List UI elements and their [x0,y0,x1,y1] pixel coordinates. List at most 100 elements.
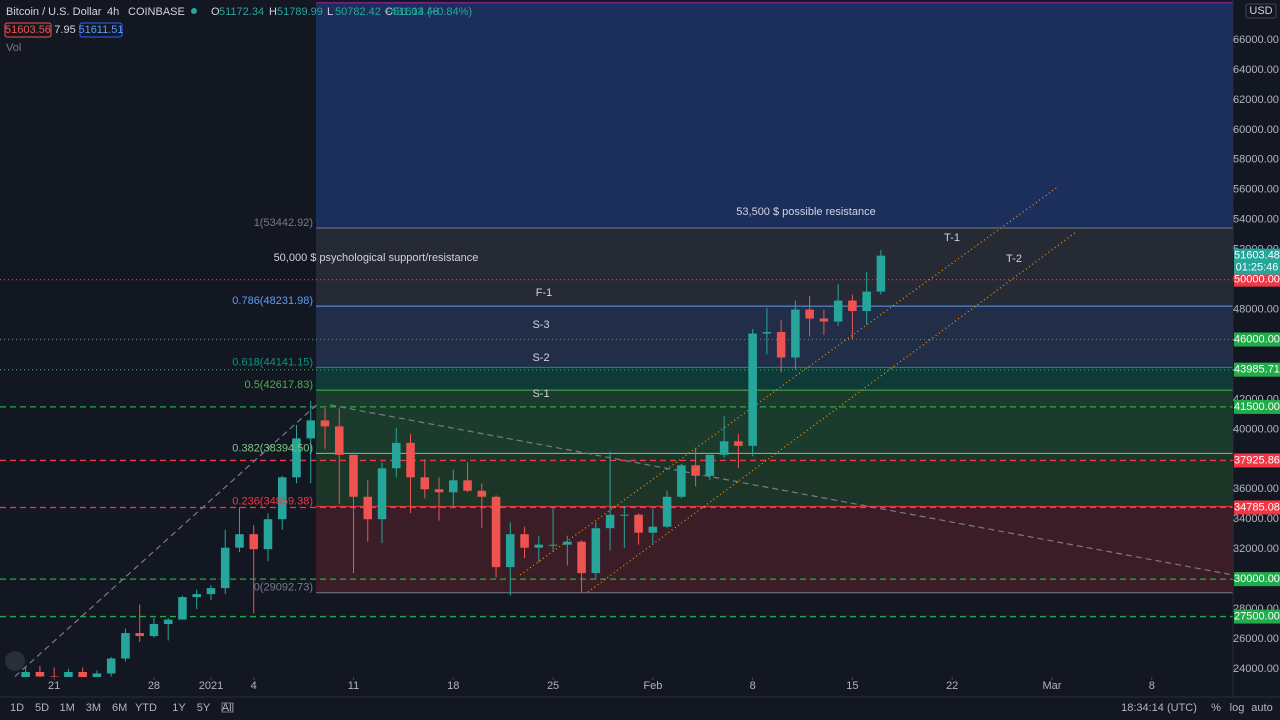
candle-body [391,442,401,469]
candle-body [791,309,800,358]
trend-line [13,404,317,677]
candle-body [277,477,287,520]
price-label: 30000.00 [1234,573,1280,585]
bid-box[interactable] [4,22,52,38]
auto-toggle[interactable]: auto [1251,702,1272,714]
candle-body [35,671,45,677]
candle-body [634,514,643,533]
candle-body [620,514,629,516]
annotation: S-1 [532,388,549,400]
clock: 18:34:14 (UTC) [1121,702,1197,714]
y-tick-label: 24000.00 [1233,663,1279,675]
candle-body [548,544,558,546]
fib-level-label: 0.382(38394.50) [232,442,313,454]
candle-body [449,480,458,493]
status-dot [191,8,197,14]
bid[interactable]: 51603.56 [5,24,51,36]
y-tick-label: 36000.00 [1233,483,1279,495]
candle-body [648,526,658,533]
candle-body [21,671,30,677]
price-label: 43985.71 [1234,364,1280,376]
candle-body [477,490,487,497]
candle-body [363,496,373,520]
range-button[interactable]: 5Y [197,702,211,714]
x-tick-label: 25 [547,680,559,692]
price-label: 46000.00 [1234,333,1280,345]
candle-body [848,300,857,312]
candle-body [78,671,87,677]
ohlc-value: 51603.48 [393,6,439,18]
ohlc-key: H [269,6,277,18]
candle-body [833,300,843,322]
percent-toggle[interactable]: % [1211,702,1221,714]
candle-body [491,496,501,568]
x-tick-label: 8 [1149,680,1155,692]
ask-box[interactable] [79,22,123,38]
candle-body [220,547,230,589]
y-tick-label: 32000.00 [1233,543,1279,555]
fib-level-label: 0(29092.73) [254,582,313,594]
candle-body [206,588,216,595]
log-toggle[interactable]: log [1230,702,1245,714]
ohlc-key: L [327,6,333,18]
date-range-icon[interactable] [221,702,234,713]
annotation: S-3 [532,319,549,331]
range-button[interactable]: 5D [35,702,49,714]
y-tick-label: 40000.00 [1233,423,1279,435]
price-label-box [1234,362,1280,377]
price-label: 50000.00 [1234,274,1280,286]
y-tick-label: 56000.00 [1233,184,1279,196]
candle-body [349,454,358,497]
y-tick-label: 48000.00 [1233,303,1279,315]
candle-body [563,541,572,545]
candle-body [163,619,173,625]
candle-body [534,544,544,548]
range-button[interactable]: 1D [10,702,24,714]
candle-body [463,480,472,491]
y-tick-label: 62000.00 [1233,94,1279,106]
ohlc-value: 50782.42 [335,6,381,18]
range-button[interactable]: 1M [59,702,74,714]
candle-body [263,519,273,550]
candle-body [121,633,130,659]
range-button[interactable]: 3M [86,702,101,714]
range-button[interactable]: 6M [112,702,127,714]
candle-body [762,332,772,334]
fib-zone [316,390,1233,454]
x-tick-label: Feb [643,680,662,692]
last-price: 51603.48 [1234,250,1280,262]
ohlc-value: 51789.99 [277,6,323,18]
logo [5,651,25,671]
x-tick-label: 22 [946,680,958,692]
candle-body [434,489,444,493]
fib-level-label: 0.236(34859.38) [232,495,313,507]
candle-body [49,676,59,677]
x-tick-label: 15 [846,680,858,692]
price-label-box [1234,500,1280,515]
currency[interactable]: USD [1249,5,1272,17]
fib-level-label: 0.786(48231.98) [232,295,313,307]
candle-body [591,528,601,574]
range-button[interactable]: YTD [135,702,157,714]
x-tick-label: Mar [1042,680,1061,692]
annotation: 53,500 $ possible resistance [736,206,875,218]
candle-body [862,291,871,312]
currency-box[interactable] [1245,3,1277,19]
y-tick-label: 58000.00 [1233,154,1279,166]
candle-body [420,477,430,490]
fib-level-label: 0.5(42617.83) [245,379,314,391]
candle-body [377,468,387,520]
y-tick-label: 26000.00 [1233,633,1279,645]
candle-body [249,534,259,550]
candle-body [691,465,700,476]
range-button[interactable]: All [222,702,234,714]
range-button[interactable]: 1Y [172,702,186,714]
fib-level-label: 1(53442.92) [254,217,313,229]
candle-body [605,514,615,529]
candle-body [805,309,814,319]
interval: 4h [107,6,119,18]
candle-body [406,442,415,478]
volume-label: Vol [6,42,21,54]
fib-level-label: 0.618(44141.15) [232,356,313,368]
ask[interactable]: 51611.51 [78,24,123,36]
